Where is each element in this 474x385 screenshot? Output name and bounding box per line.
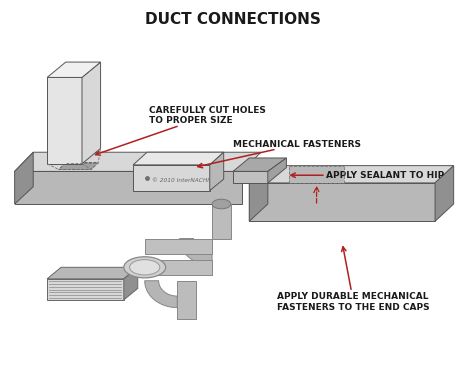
Polygon shape	[145, 281, 177, 308]
Polygon shape	[133, 152, 224, 165]
Polygon shape	[249, 166, 454, 183]
Polygon shape	[15, 171, 242, 204]
Polygon shape	[47, 267, 138, 279]
Polygon shape	[233, 171, 268, 183]
Polygon shape	[249, 166, 268, 221]
Polygon shape	[435, 166, 454, 221]
Polygon shape	[145, 259, 212, 275]
Polygon shape	[210, 152, 224, 191]
Polygon shape	[124, 267, 138, 300]
Text: CAREFULLY CUT HOLES
TO PROPER SIZE: CAREFULLY CUT HOLES TO PROPER SIZE	[96, 106, 266, 155]
Text: APPLY DURABLE MECHANICAL
FASTENERS TO THE END CAPS: APPLY DURABLE MECHANICAL FASTENERS TO TH…	[277, 247, 430, 311]
Text: MECHANICAL FASTENERS: MECHANICAL FASTENERS	[198, 140, 361, 168]
Polygon shape	[15, 152, 261, 171]
Polygon shape	[233, 158, 286, 171]
Text: © 2010 InterNACHI: © 2010 InterNACHI	[152, 178, 209, 183]
Polygon shape	[268, 158, 286, 183]
Ellipse shape	[129, 259, 160, 275]
Polygon shape	[82, 62, 100, 164]
Polygon shape	[145, 239, 212, 254]
Polygon shape	[177, 281, 196, 319]
Polygon shape	[47, 62, 100, 77]
Polygon shape	[59, 162, 98, 169]
Ellipse shape	[212, 199, 231, 209]
Polygon shape	[180, 239, 212, 265]
Polygon shape	[249, 183, 435, 221]
Polygon shape	[289, 166, 345, 183]
Text: DUCT CONNECTIONS: DUCT CONNECTIONS	[145, 12, 321, 27]
Ellipse shape	[124, 257, 165, 278]
Polygon shape	[212, 204, 231, 239]
Polygon shape	[47, 279, 124, 300]
Polygon shape	[15, 152, 33, 204]
Text: APPLY SEALANT TO HIP: APPLY SEALANT TO HIP	[291, 171, 444, 180]
Polygon shape	[47, 77, 82, 164]
Polygon shape	[133, 165, 210, 191]
